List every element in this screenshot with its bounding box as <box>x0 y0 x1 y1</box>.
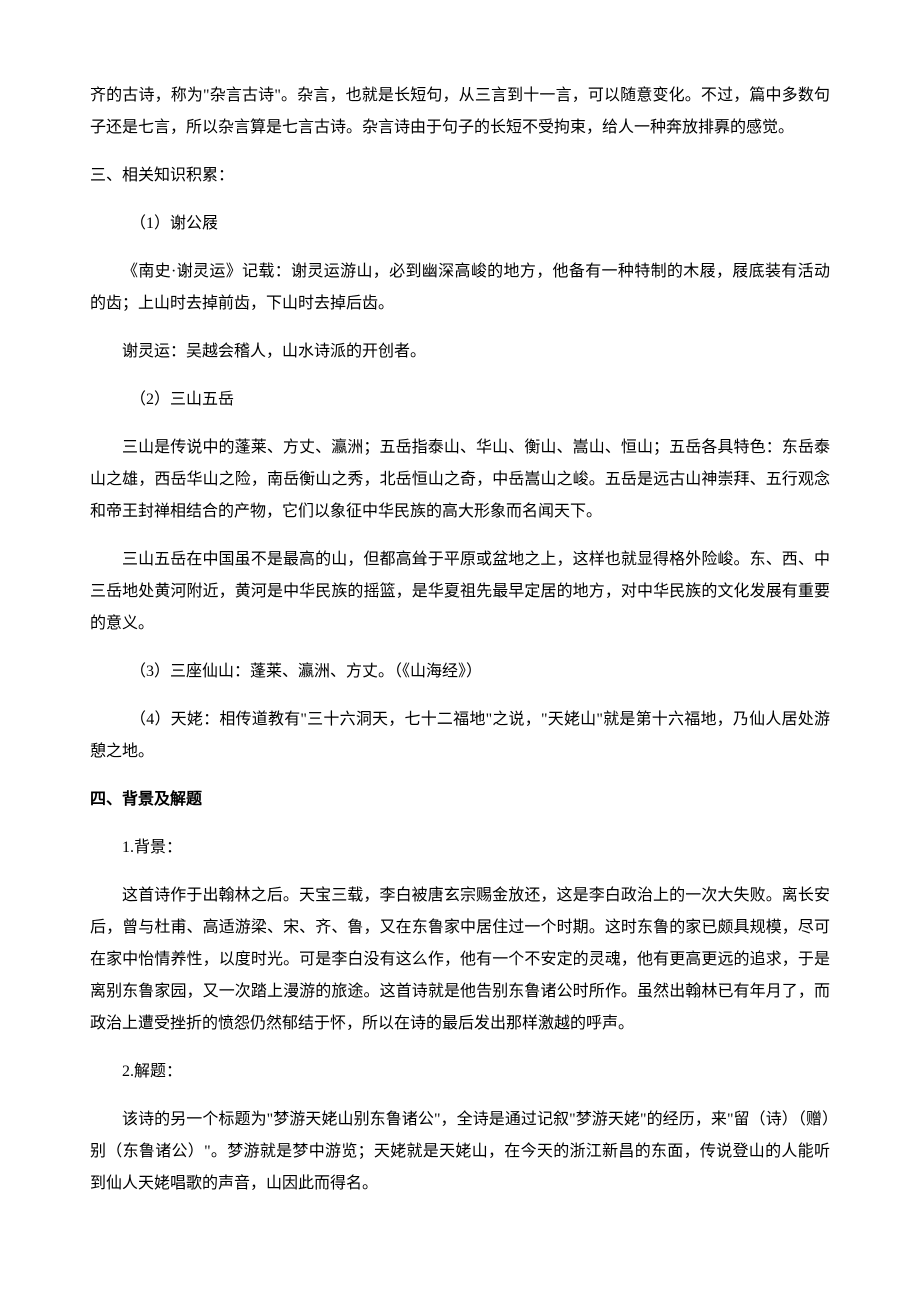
background-para-1: 这首诗作于出翰林之后。天宝三载，李白被唐玄宗赐金放还，这是李白政治上的一次大失败… <box>90 880 830 1040</box>
item-1-para-2: 谢灵运：吴越会稽人，山水诗派的开创者。 <box>90 336 830 368</box>
item-3: （3）三座仙山：蓬莱、瀛洲、方丈。（《山海经》） <box>90 656 830 688</box>
item-2-para-1: 三山是传说中的蓬莱、方丈、瀛洲；五岳指泰山、华山、衡山、嵩山、恒山；五岳各具特色… <box>90 432 830 528</box>
section-heading-4: 四、背景及解题 <box>90 784 830 816</box>
section-heading-3: 三、相关知识积累： <box>90 160 830 192</box>
paragraph-continued: 齐的古诗，称为"杂言古诗"。杂言，也就是长短句，从三言到十一言，可以随意变化。不… <box>90 80 830 144</box>
document-page: 齐的古诗，称为"杂言古诗"。杂言，也就是长短句，从三言到十一言，可以随意变化。不… <box>0 0 920 1296</box>
explain-title: 2.解题： <box>90 1056 830 1088</box>
item-2-para-2: 三山五岳在中国虽不是最高的山，但都高耸于平原或盆地之上，这样也就显得格外险峻。东… <box>90 544 830 640</box>
item-4: （4）天姥：相传道教有"三十六洞天，七十二福地"之说，"天姥山"就是第十六福地，… <box>90 704 830 768</box>
item-1-title: （1）谢公屐 <box>90 208 830 240</box>
item-1-para-1: 《南史·谢灵运》记载：谢灵运游山，必到幽深高峻的地方，他备有一种特制的木屐，屐底… <box>90 256 830 320</box>
background-title: 1.背景： <box>90 832 830 864</box>
explain-para-1: 该诗的另一个标题为"梦游天姥山别东鲁诸公"，全诗是通过记叙"梦游天姥"的经历，来… <box>90 1104 830 1200</box>
item-2-title: （2）三山五岳 <box>90 384 830 416</box>
